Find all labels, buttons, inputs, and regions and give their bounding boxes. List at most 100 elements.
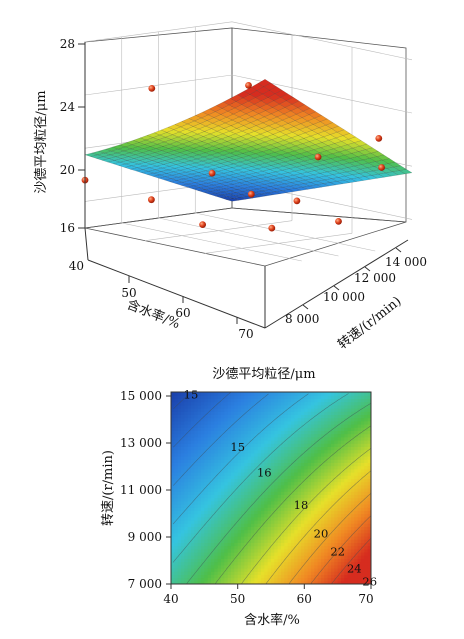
contour-cell [174, 561, 179, 566]
contour-cell [251, 520, 255, 524]
contour-cell [301, 545, 305, 550]
contour-cell [281, 507, 285, 511]
contour-cell [364, 513, 369, 518]
contour-cell [351, 571, 355, 575]
contour-cell [294, 574, 299, 579]
contour-cell [214, 427, 219, 431]
contour-cell [257, 500, 262, 505]
contour-cell [321, 504, 325, 508]
contour-cell [277, 513, 282, 518]
contour-cell [251, 545, 255, 550]
contour-cell [274, 491, 279, 495]
contour-cell [304, 427, 309, 431]
contour-cell [311, 545, 315, 550]
contour-cell [344, 472, 349, 476]
contour-cell [237, 481, 242, 486]
contour-cell [217, 504, 222, 508]
contour-cell [231, 568, 235, 572]
contour-cell [181, 545, 185, 550]
contour-cell [341, 430, 345, 435]
contour-cell [244, 404, 249, 409]
contour-cell [294, 552, 299, 556]
contour-cell [281, 577, 285, 582]
contour-cell [301, 462, 305, 467]
contour-cell [211, 507, 215, 511]
contour-cell [264, 440, 269, 444]
contour-cell [281, 468, 285, 473]
contour-cell [294, 561, 299, 566]
contour-cell [241, 456, 245, 460]
contour-cell [281, 513, 285, 518]
contour-cell [367, 452, 371, 457]
contour-cell [224, 395, 229, 399]
contour-cell [264, 443, 269, 447]
contour-cell [314, 443, 319, 447]
contour-cell [244, 520, 249, 524]
contour-cell [341, 497, 345, 502]
contour-cell [337, 552, 342, 556]
contour-cell [287, 520, 292, 524]
contour-cell [231, 392, 235, 396]
contour-cell [171, 520, 175, 524]
contour-cell [317, 536, 322, 540]
contour-cell [217, 456, 222, 460]
contour-cell [197, 446, 202, 451]
contour-cell [361, 564, 365, 569]
contour-cell [354, 433, 359, 438]
contour-cell [291, 564, 295, 569]
contour-cell [171, 462, 175, 467]
contour-cell [214, 558, 219, 563]
contour-cell [197, 401, 202, 406]
contour-cell [254, 580, 259, 584]
contour-cell [207, 532, 212, 537]
contour-cell [287, 430, 292, 435]
z-tick-label: 20 [60, 163, 75, 177]
contour-cell [344, 420, 349, 425]
contour-cell [267, 520, 272, 524]
contour-cell [321, 545, 325, 550]
contour-cell [341, 392, 345, 396]
contour-cell [301, 392, 305, 396]
contour-cell [297, 462, 302, 467]
contour-cell [191, 433, 195, 438]
contour-cell [257, 497, 262, 502]
contour-cell [304, 580, 309, 584]
contour-cell [327, 462, 332, 467]
contour-cell [171, 446, 175, 451]
contour-cell [321, 404, 325, 409]
contour-cell [231, 574, 235, 579]
contour-cell [264, 520, 269, 524]
contour-cell [277, 539, 282, 543]
contour-cell [187, 417, 192, 422]
contour-cell [234, 417, 239, 422]
contour-cell [264, 398, 269, 403]
contour-cell [307, 561, 312, 566]
contour-cell [247, 548, 252, 553]
contour-cell [337, 392, 342, 396]
contour-cell [287, 510, 292, 515]
contour-cell [211, 516, 215, 521]
contour-cell [251, 475, 255, 479]
contour-cell [181, 462, 185, 467]
contour-cell [194, 545, 199, 550]
contour-cell [337, 491, 342, 495]
contour-cell [187, 539, 192, 543]
contour-cell [197, 532, 202, 537]
contour-cell [291, 488, 295, 492]
contour-cell [227, 568, 232, 572]
contour-cell [214, 539, 219, 543]
contour-cell [331, 520, 335, 524]
contour-cell [291, 436, 295, 441]
contour-cell [194, 433, 199, 438]
contour-cell [244, 401, 249, 406]
contour-cell [277, 459, 282, 463]
contour-cell [351, 475, 355, 479]
contour-cell [344, 545, 349, 550]
contour-cell [224, 401, 229, 406]
contour-cell [271, 440, 275, 444]
contour-cell [217, 420, 222, 425]
contour-cell [364, 516, 369, 521]
contour-cell [294, 481, 299, 486]
contour-cell [197, 577, 202, 582]
contour-cell [191, 532, 195, 537]
